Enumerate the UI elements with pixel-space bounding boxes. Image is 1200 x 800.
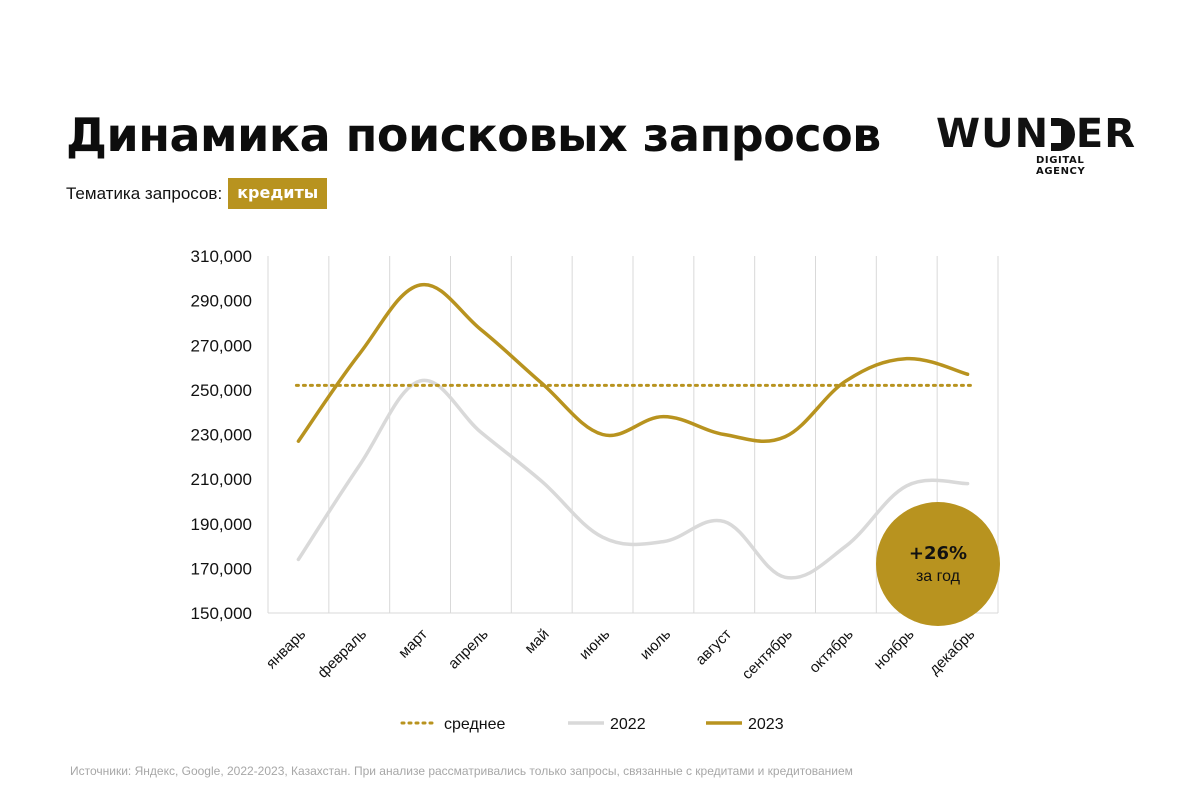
x-tick-label: март: [395, 626, 431, 662]
legend-label: среднее: [444, 716, 506, 733]
x-tick-label: август: [692, 626, 735, 669]
x-tick-label: июнь: [576, 626, 613, 663]
y-tick-label: 250,000: [191, 381, 252, 400]
y-tick-label: 170,000: [191, 559, 252, 578]
legend-label: 2023: [748, 716, 784, 733]
y-tick-label: 190,000: [191, 515, 252, 534]
y-tick-label: 290,000: [191, 292, 252, 311]
x-tick-label: октябрь: [806, 626, 857, 677]
logo-text-right: ER: [1075, 111, 1136, 157]
y-tick-label: 210,000: [191, 470, 252, 489]
legend-label: 2022: [610, 716, 646, 733]
series-line-2023: [296, 282, 970, 443]
growth-badge: +26% за год: [876, 502, 1000, 626]
topic-row: Тематика запросов: кредиты: [66, 178, 328, 209]
logo-text-left: WUN: [936, 111, 1050, 157]
y-tick-label: 150,000: [191, 604, 252, 623]
brand-logo: WUN ER DIGITAL AGENCY: [936, 111, 1136, 177]
source-footnote: Источники: Яндекс, Google, 2022-2023, Ка…: [70, 764, 853, 778]
growth-value: +26%: [908, 542, 968, 564]
logo-d-mark-icon: [1051, 117, 1075, 151]
logo-tagline: DIGITAL AGENCY: [1036, 155, 1086, 177]
x-tick-label: апрель: [445, 626, 492, 673]
x-tick-label: ноябрь: [871, 626, 918, 673]
topic-label: Тематика запросов:: [66, 183, 223, 203]
series-line-2022: [296, 378, 970, 580]
x-tick-label: сентябрь: [739, 626, 796, 683]
x-tick-label: январь: [263, 626, 310, 673]
x-tick-label: июль: [637, 626, 675, 664]
growth-label: за год: [915, 567, 961, 585]
x-tick-label: февраль: [314, 626, 370, 682]
y-tick-label: 310,000: [191, 247, 252, 266]
y-tick-label: 230,000: [191, 426, 252, 445]
topic-badge: кредиты: [228, 178, 328, 209]
x-tick-label: май: [521, 626, 552, 657]
x-tick-label: декабрь: [926, 626, 979, 679]
y-tick-label: 270,000: [191, 336, 252, 355]
page-title: Динамика поисковых запросов: [66, 108, 881, 162]
